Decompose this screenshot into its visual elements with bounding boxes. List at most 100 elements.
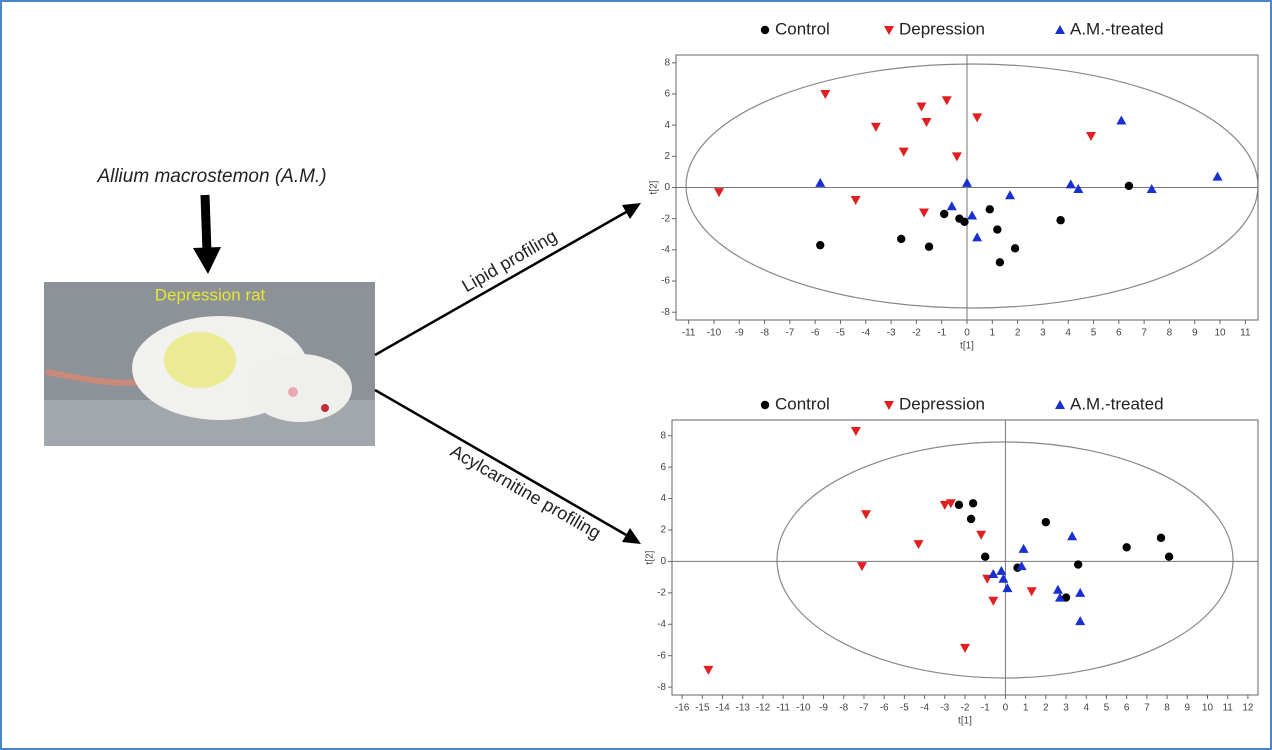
x-tick-label: -14 [715, 703, 730, 714]
x-tick-label: 11 [1240, 328, 1251, 339]
data-point [968, 499, 978, 508]
legend-label: Depression [899, 19, 985, 38]
rat-photo [44, 282, 375, 446]
y-tick-label: 2 [660, 525, 666, 536]
x-tick-label: 0 [964, 328, 970, 339]
x-tick-label: -1 [981, 703, 990, 714]
y-axis-label: t[2] [645, 550, 656, 564]
data-point [1073, 560, 1083, 569]
x-tick-label: 7 [1141, 328, 1147, 339]
data-point [1146, 184, 1157, 194]
data-point [1156, 533, 1166, 543]
data-point [993, 225, 1002, 234]
y-tick-label: -4 [657, 619, 666, 630]
legend-marker [1055, 25, 1065, 34]
data-point [816, 240, 825, 250]
y-tick-label: 2 [664, 151, 670, 162]
legend-label: A.M.-treated [1070, 19, 1164, 38]
x-tick-label: 1 [1023, 703, 1029, 714]
x-tick-label: -12 [756, 703, 771, 714]
data-point [946, 201, 957, 211]
data-point [951, 152, 962, 162]
arrow-upper [374, 203, 641, 357]
y-tick-label: -6 [657, 650, 666, 661]
data-point [966, 514, 976, 524]
x-tick-label: -10 [707, 328, 722, 339]
data-point [916, 102, 927, 112]
x-tick-label: -16 [675, 703, 690, 714]
data-point [985, 205, 994, 214]
data-point [924, 242, 934, 251]
x-tick-label: 9 [1192, 328, 1198, 339]
legend-marker [760, 400, 770, 410]
y-tick-label: -2 [661, 213, 670, 224]
data-point [976, 530, 987, 540]
y-tick-label: -2 [657, 587, 666, 598]
data-point [1164, 552, 1174, 561]
data-point [815, 177, 826, 187]
data-point [988, 569, 999, 578]
x-tick-label: -5 [836, 328, 845, 339]
data-point [897, 234, 906, 244]
legend-label: A.M.-treated [1070, 394, 1164, 413]
y-tick-label: 8 [664, 57, 670, 68]
data-point [960, 217, 969, 226]
data-point [1085, 132, 1096, 142]
x-tick-label: -4 [920, 703, 929, 714]
data-point [1010, 244, 1020, 253]
data-point [1116, 115, 1127, 125]
x-axis-label: t[1] [960, 341, 974, 352]
data-point [1056, 216, 1065, 225]
x-tick-label: 8 [1167, 328, 1173, 339]
y-axis-label: t[2] [649, 180, 660, 194]
y-tick-label: 8 [660, 430, 666, 441]
y-tick-label: 6 [660, 462, 666, 473]
down-arrow [193, 194, 221, 274]
x-tick-label: 2 [1015, 328, 1021, 339]
data-point [1005, 190, 1016, 200]
x-tick-label: 9 [1184, 703, 1190, 714]
image-label: Depression rat [155, 285, 266, 304]
x-tick-label: -13 [735, 703, 750, 714]
data-point [1018, 543, 1029, 553]
y-tick-label: 0 [664, 182, 670, 193]
data-point [995, 258, 1005, 267]
legend-marker [760, 25, 770, 35]
data-point [1002, 583, 1013, 593]
data-point [1067, 531, 1078, 541]
data-point [998, 573, 1009, 583]
data-point [850, 195, 861, 205]
data-point [870, 122, 881, 132]
x-tick-label: -7 [860, 703, 869, 714]
y-tick-label: 4 [660, 493, 666, 504]
arrow-lower [374, 388, 641, 544]
x-tick-label: -10 [796, 703, 811, 714]
data-point [981, 552, 990, 561]
data-point [988, 596, 999, 606]
y-tick-label: -4 [661, 244, 670, 255]
legend-marker [884, 26, 894, 35]
x-tick-label: 6 [1124, 703, 1130, 714]
x-tick-label: -8 [760, 328, 769, 339]
x-tick-label: -5 [900, 703, 909, 714]
data-point [954, 500, 964, 510]
x-tick-label: 4 [1065, 328, 1071, 339]
data-point [972, 113, 983, 123]
x-tick-label: 2 [1043, 703, 1049, 714]
x-tick-label: -11 [776, 703, 790, 714]
data-point [996, 565, 1007, 575]
data-point [860, 510, 871, 520]
data-point [1061, 593, 1071, 602]
data-point [1065, 179, 1076, 189]
x-tick-label: 3 [1063, 703, 1069, 714]
data-point [1075, 587, 1086, 597]
x-tick-label: 7 [1144, 703, 1150, 714]
legend-marker [1055, 400, 1065, 409]
legend-label: Control [775, 19, 830, 38]
x-tick-label: -4 [861, 328, 870, 339]
data-point [918, 208, 929, 218]
input-label: Allium macrostemon (A.M.) [96, 166, 326, 187]
y-tick-label: -8 [661, 307, 670, 318]
y-tick-label: -8 [657, 682, 666, 693]
